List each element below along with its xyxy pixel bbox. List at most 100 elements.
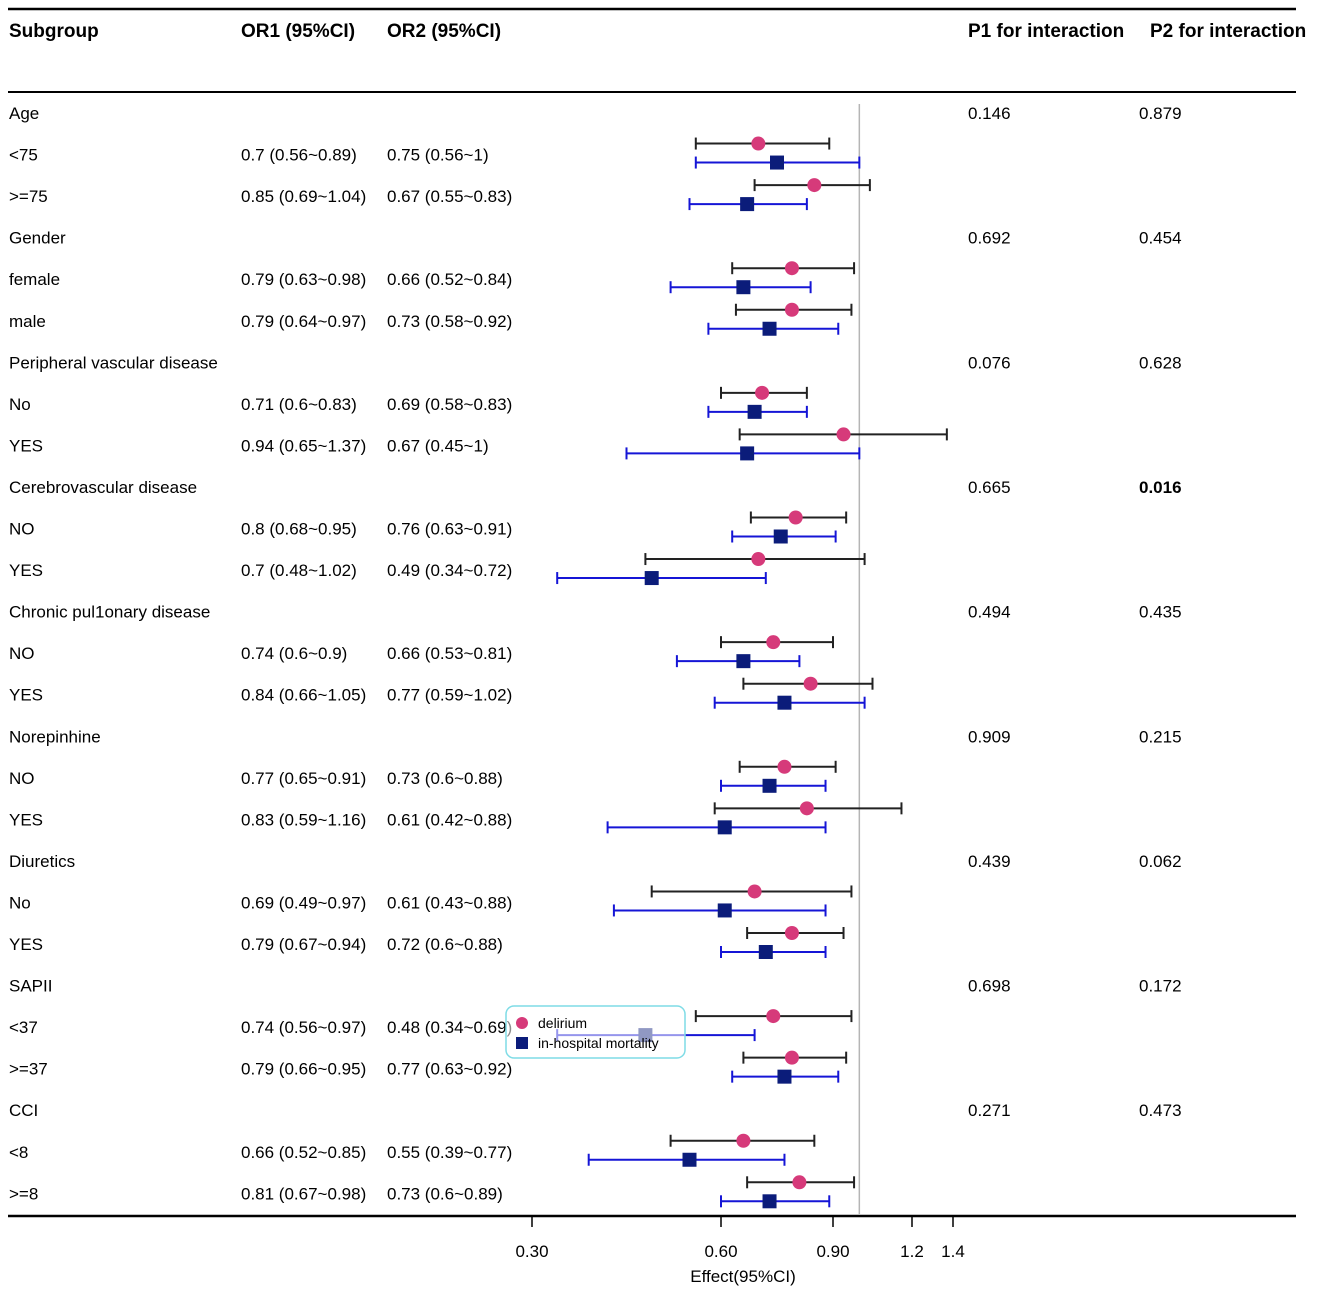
mortality-point bbox=[740, 197, 755, 212]
group-label: Cerebrovascular disease bbox=[9, 478, 197, 497]
or2-value: 0.76 (0.63~0.91) bbox=[387, 520, 512, 539]
subgroup-row: <75 0.7 (0.56~0.89) 0.75 (0.56~1) bbox=[9, 136, 861, 170]
subgroup-row: YES 0.7 (0.48~1.02) 0.49 (0.34~0.72) bbox=[9, 552, 866, 586]
delirium-point bbox=[751, 136, 766, 151]
legend-mortality-label: in-hospital mortality bbox=[538, 1035, 659, 1051]
subgroup-label: NO bbox=[9, 644, 35, 663]
or2-value: 0.48 (0.34~0.69) bbox=[387, 1018, 512, 1037]
subgroup-label: <37 bbox=[9, 1018, 38, 1037]
or2-value: 0.72 (0.6~0.88) bbox=[387, 935, 503, 954]
or1-value: 0.79 (0.66~0.95) bbox=[241, 1060, 366, 1079]
subgroup-row: NO 0.74 (0.6~0.9) 0.66 (0.53~0.81) bbox=[9, 635, 834, 669]
mortality-ci bbox=[556, 572, 767, 585]
group-row: Cerebrovascular disease 0.665 0.016 bbox=[9, 478, 1182, 497]
or2-value: 0.55 (0.39~0.77) bbox=[387, 1143, 512, 1162]
p2-interaction: 0.172 bbox=[1139, 977, 1182, 996]
p1-interaction: 0.494 bbox=[968, 603, 1011, 622]
delirium-point bbox=[788, 510, 803, 525]
subgroup-row: <8 0.66 (0.52~0.85) 0.55 (0.39~0.77) bbox=[9, 1133, 816, 1167]
p2-interaction: 0.879 bbox=[1139, 104, 1182, 123]
legend-mortality-marker bbox=[516, 1037, 528, 1049]
mortality-ci bbox=[720, 946, 827, 958]
group-label: Norepinhine bbox=[9, 727, 101, 746]
or2-value: 0.66 (0.52~0.84) bbox=[387, 270, 512, 289]
or1-value: 0.69 (0.49~0.97) bbox=[241, 893, 366, 912]
header-or2: OR2 (95%CI) bbox=[387, 21, 501, 42]
delirium-point bbox=[766, 1009, 781, 1024]
or1-value: 0.7 (0.48~1.02) bbox=[241, 561, 357, 580]
group-label: SAPII bbox=[9, 977, 52, 996]
or2-value: 0.73 (0.6~0.88) bbox=[387, 769, 503, 788]
header-or1: OR1 (95%CI) bbox=[241, 21, 355, 42]
subgroup-label: >=8 bbox=[9, 1184, 38, 1203]
p1-interaction: 0.692 bbox=[968, 229, 1011, 248]
group-label: Age bbox=[9, 104, 39, 123]
mortality-point bbox=[777, 1069, 792, 1084]
group-label: Peripheral vascular disease bbox=[9, 353, 218, 372]
or1-value: 0.71 (0.6~0.83) bbox=[241, 395, 357, 414]
subgroup-label: YES bbox=[9, 436, 43, 455]
or1-value: 0.83 (0.59~1.16) bbox=[241, 810, 366, 829]
subgroup-row: >=75 0.85 (0.69~1.04) 0.67 (0.55~0.83) bbox=[9, 178, 871, 212]
mortality-point bbox=[770, 155, 784, 170]
subgroup-row: YES 0.94 (0.65~1.37) 0.67 (0.45~1) bbox=[9, 427, 948, 461]
subgroup-row: No 0.71 (0.6~0.83) 0.69 (0.58~0.83) bbox=[9, 385, 808, 419]
subgroup-label: No bbox=[9, 395, 31, 414]
mortality-point bbox=[758, 945, 773, 959]
mortality-point bbox=[682, 1152, 697, 1167]
subgroup-label: <75 bbox=[9, 146, 38, 165]
subgroup-label: YES bbox=[9, 561, 43, 580]
or2-value: 0.77 (0.63~0.92) bbox=[387, 1060, 512, 1079]
or2-value: 0.67 (0.45~1) bbox=[387, 436, 489, 455]
mortality-point bbox=[740, 446, 755, 461]
or1-value: 0.66 (0.52~0.85) bbox=[241, 1143, 366, 1162]
mortality-point bbox=[762, 321, 777, 336]
p1-interaction: 0.271 bbox=[968, 1101, 1011, 1120]
delirium-point bbox=[751, 552, 766, 567]
p2-interaction: 0.473 bbox=[1139, 1101, 1182, 1120]
p1-interaction: 0.698 bbox=[968, 977, 1011, 996]
legend-delirium-label: delirium bbox=[538, 1015, 587, 1031]
x-tick-label: 0.60 bbox=[704, 1242, 737, 1261]
group-row: Age 0.146 0.879 bbox=[9, 104, 1182, 123]
header-p1: P1 for interaction bbox=[968, 21, 1124, 42]
mortality-point bbox=[736, 654, 751, 669]
or1-value: 0.79 (0.64~0.97) bbox=[241, 312, 366, 331]
or1-value: 0.7 (0.56~0.89) bbox=[241, 146, 357, 165]
subgroup-label: YES bbox=[9, 686, 43, 705]
p1-interaction: 0.665 bbox=[968, 478, 1011, 497]
group-row: Norepinhine 0.909 0.215 bbox=[9, 727, 1182, 746]
subgroup-label: NO bbox=[9, 769, 35, 788]
delirium-point bbox=[784, 261, 799, 276]
header-subgroup: Subgroup bbox=[9, 21, 99, 42]
mortality-ci bbox=[606, 821, 827, 834]
group-label: Diuretics bbox=[9, 852, 75, 871]
or1-value: 0.77 (0.65~0.91) bbox=[241, 769, 366, 788]
group-label: CCI bbox=[9, 1101, 38, 1120]
x-axis-label: Effect(95%CI) bbox=[690, 1267, 796, 1286]
or1-value: 0.85 (0.69~1.04) bbox=[241, 187, 366, 206]
subgroup-label: NO bbox=[9, 520, 35, 539]
subgroup-row: YES 0.84 (0.66~1.05) 0.77 (0.59~1.02) bbox=[9, 676, 874, 710]
group-row: Diuretics 0.439 0.062 bbox=[9, 852, 1182, 871]
delirium-point bbox=[792, 1175, 807, 1190]
subgroup-row: >=37 0.79 (0.66~0.95) 0.77 (0.63~0.92) bbox=[9, 1050, 848, 1084]
or2-value: 0.75 (0.56~1) bbox=[387, 146, 489, 165]
or2-value: 0.61 (0.42~0.88) bbox=[387, 810, 512, 829]
or1-value: 0.79 (0.67~0.94) bbox=[241, 935, 366, 954]
or2-value: 0.77 (0.59~1.02) bbox=[387, 686, 512, 705]
or1-value: 0.84 (0.66~1.05) bbox=[241, 686, 366, 705]
group-label: Chronic pul1onary disease bbox=[9, 603, 210, 622]
delirium-point bbox=[747, 884, 762, 899]
x-tick-label: 1.4 bbox=[941, 1242, 965, 1261]
subgroup-row: NO 0.77 (0.65~0.91) 0.73 (0.6~0.88) bbox=[9, 759, 837, 793]
group-row: CCI 0.271 0.473 bbox=[9, 1101, 1182, 1120]
or1-value: 0.94 (0.65~1.37) bbox=[241, 436, 366, 455]
delirium-point bbox=[784, 926, 799, 940]
or2-value: 0.66 (0.53~0.81) bbox=[387, 644, 512, 663]
legend-box bbox=[505, 1005, 686, 1059]
p2-interaction: 0.215 bbox=[1139, 727, 1182, 746]
delirium-point bbox=[777, 759, 792, 774]
or1-value: 0.74 (0.56~0.97) bbox=[241, 1018, 366, 1037]
